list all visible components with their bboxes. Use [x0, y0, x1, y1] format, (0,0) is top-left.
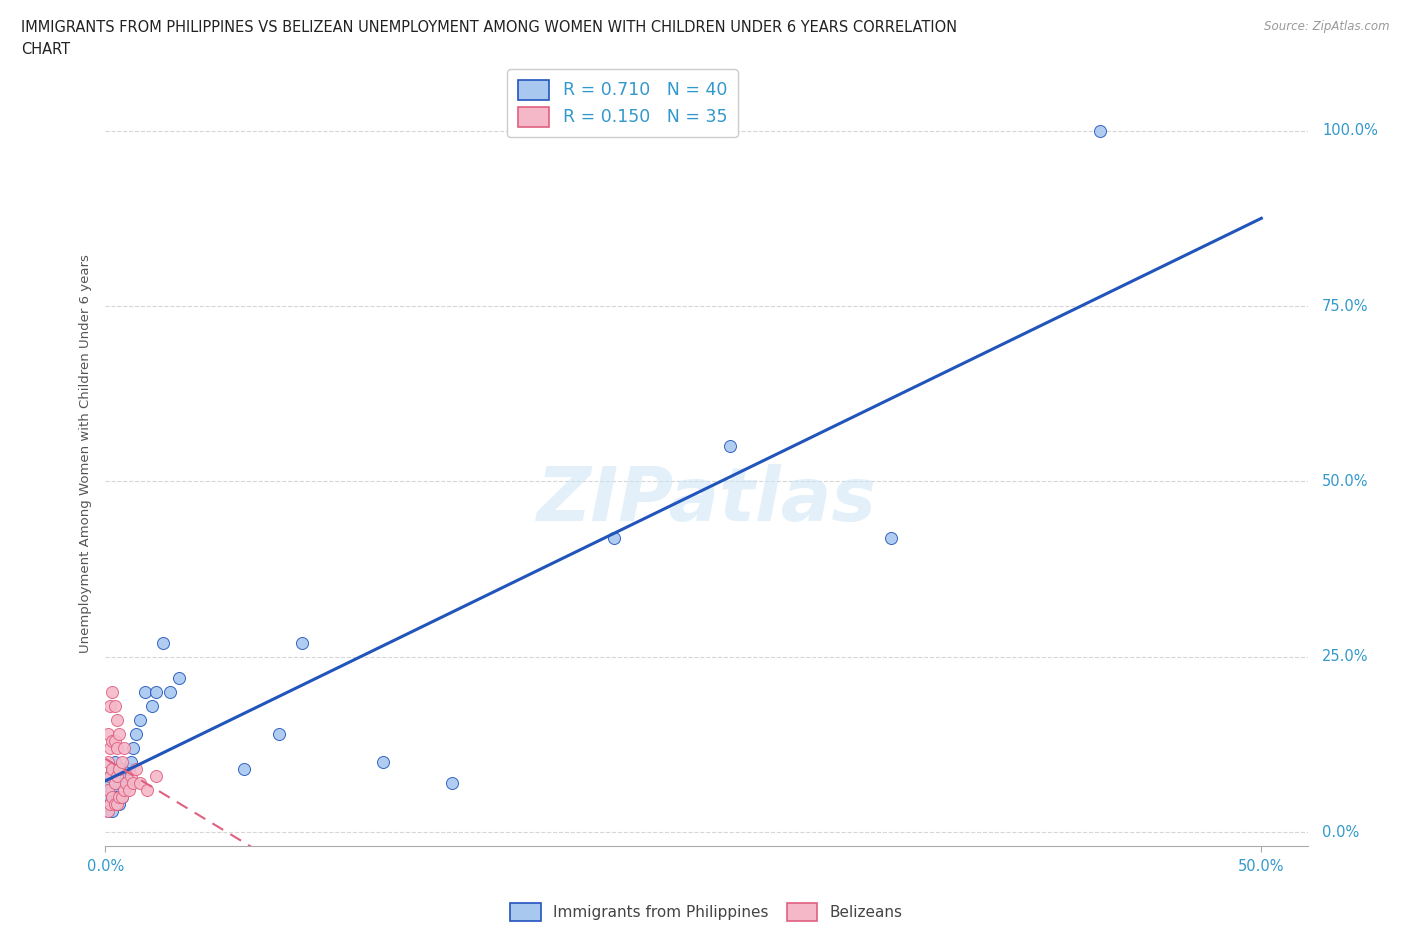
Point [115, 776, 138, 790]
Point [124, 762, 146, 777]
Point [101, 804, 124, 818]
Point [104, 734, 127, 749]
Point [97, 783, 120, 798]
Point [129, 712, 152, 727]
Point [104, 754, 127, 769]
Point [233, 762, 256, 777]
Point [152, 635, 174, 650]
Point [141, 698, 163, 713]
Point [120, 754, 142, 769]
Point [108, 790, 131, 804]
Point [105, 790, 128, 804]
Point [117, 762, 139, 777]
Point [145, 684, 167, 699]
Point [1088, 123, 1111, 138]
Point [120, 769, 142, 784]
Point [169, 671, 191, 685]
Point [117, 783, 139, 798]
Point [104, 776, 127, 790]
Point [603, 530, 626, 545]
Text: IMMIGRANTS FROM PHILIPPINES VS BELIZEAN UNEMPLOYMENT AMONG WOMEN WITH CHILDREN U: IMMIGRANTS FROM PHILIPPINES VS BELIZEAN … [21, 20, 957, 35]
Point [104, 797, 127, 812]
Point [104, 797, 127, 812]
Point [108, 726, 131, 741]
Point [105, 769, 128, 784]
Point [98, 783, 121, 798]
Point [101, 783, 124, 798]
Text: 25.0%: 25.0% [1322, 649, 1368, 664]
Point [122, 740, 145, 755]
Point [111, 754, 134, 769]
Text: 0.0%: 0.0% [1322, 825, 1360, 840]
Text: 50.0%: 50.0% [1322, 474, 1368, 489]
Point [115, 769, 138, 784]
Point [98, 797, 121, 812]
Point [129, 776, 152, 790]
Point [108, 769, 131, 784]
Point [105, 740, 128, 755]
Point [98, 769, 121, 784]
Point [97, 790, 120, 804]
Point [97, 804, 120, 818]
Point [136, 783, 159, 798]
Point [97, 804, 120, 818]
Point [145, 769, 167, 784]
Point [97, 754, 120, 769]
Text: CHART: CHART [21, 42, 70, 57]
Point [101, 790, 124, 804]
Point [112, 740, 135, 755]
Legend: Immigrants from Philippines, Belizeans: Immigrants from Philippines, Belizeans [505, 897, 908, 927]
Text: Source: ZipAtlas.com: Source: ZipAtlas.com [1264, 20, 1389, 33]
Point [880, 530, 903, 545]
Point [267, 726, 290, 741]
Point [291, 635, 314, 650]
Point [112, 783, 135, 798]
Point [97, 776, 120, 790]
Point [98, 797, 121, 812]
Point [101, 762, 124, 777]
Point [98, 698, 121, 713]
Point [134, 684, 156, 699]
Point [441, 776, 464, 790]
Point [105, 769, 128, 784]
Point [108, 797, 131, 812]
Point [122, 776, 145, 790]
Text: 75.0%: 75.0% [1322, 299, 1368, 313]
Point [718, 439, 741, 454]
Text: ZIPatlas: ZIPatlas [537, 464, 876, 537]
Point [105, 712, 128, 727]
Point [108, 762, 131, 777]
Point [104, 698, 127, 713]
Point [97, 726, 120, 741]
Point [101, 734, 124, 749]
Point [111, 790, 134, 804]
Point [98, 769, 121, 784]
Point [124, 726, 146, 741]
Point [111, 762, 134, 777]
Point [159, 684, 181, 699]
Point [371, 754, 394, 769]
Point [98, 740, 121, 755]
Point [104, 776, 127, 790]
Point [101, 684, 124, 699]
Y-axis label: Unemployment Among Women with Children Under 6 years: Unemployment Among Women with Children U… [79, 254, 93, 653]
Point [111, 790, 134, 804]
Point [105, 797, 128, 812]
Point [112, 776, 135, 790]
Point [101, 762, 124, 777]
Text: 100.0%: 100.0% [1322, 123, 1378, 139]
